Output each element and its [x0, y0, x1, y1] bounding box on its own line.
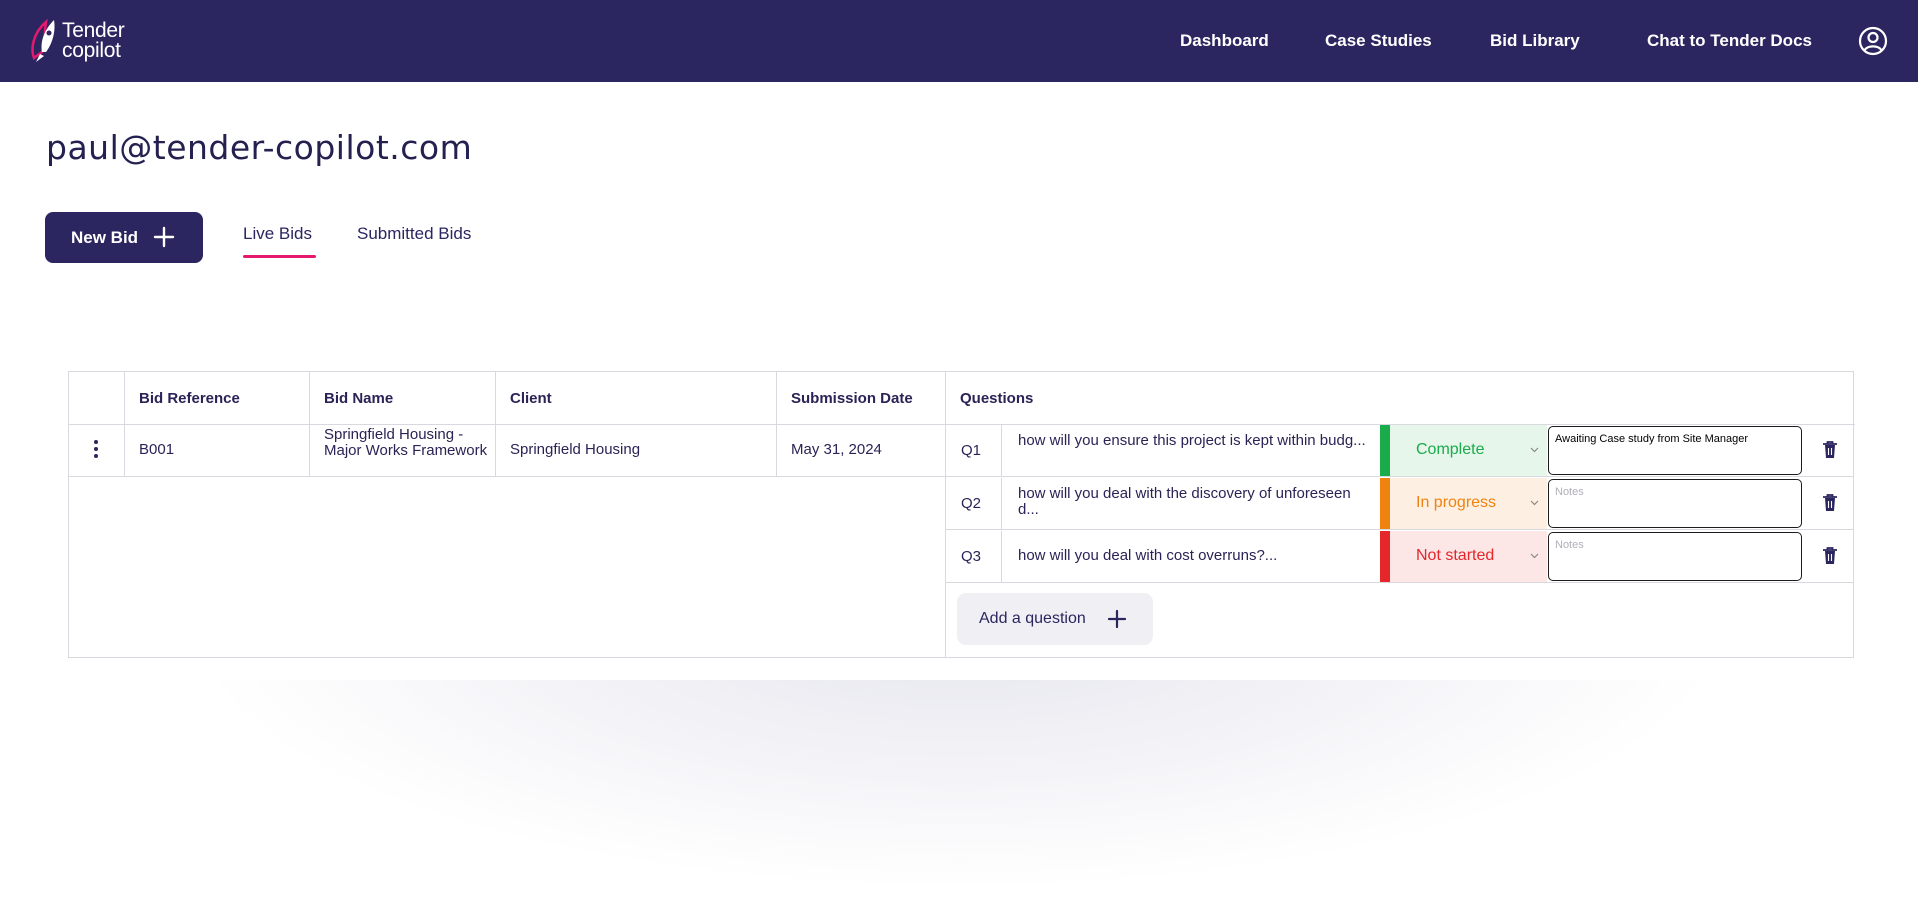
- question-row-q1: Q1 how will you ensure this project is k…: [946, 425, 1854, 477]
- question-text[interactable]: how will you deal with the discovery of …: [1018, 485, 1351, 518]
- status-indicator: [1380, 531, 1390, 582]
- nav-case-studies[interactable]: Case Studies: [1325, 31, 1432, 50]
- notes-field[interactable]: Notes: [1548, 532, 1802, 581]
- status-select[interactable]: Complete: [1390, 425, 1547, 476]
- nav-bid-library[interactable]: Bid Library: [1490, 31, 1580, 50]
- tab-submitted-bids[interactable]: Submitted Bids: [357, 224, 472, 243]
- notes-field[interactable]: Notes: [1548, 479, 1802, 528]
- chevron-down-icon: [1530, 447, 1539, 453]
- logo-line-2: copilot: [62, 39, 121, 62]
- question-row-q2: Q2 how will you deal with the discovery …: [946, 478, 1854, 530]
- delete-question-icon[interactable]: [1822, 546, 1838, 566]
- status-value: Not started: [1416, 547, 1495, 564]
- column-header-questions: Questions: [960, 390, 1034, 407]
- delete-question-icon[interactable]: [1822, 493, 1838, 513]
- bid-client: Springfield Housing: [510, 441, 641, 458]
- new-bid-button[interactable]: New Bid: [45, 212, 203, 263]
- question-id: Q1: [961, 442, 982, 459]
- logo-text: Tender copilot: [62, 19, 125, 62]
- nav-chat-to-tender-docs[interactable]: Chat to Tender Docs: [1647, 31, 1812, 50]
- notes-field[interactable]: Awaiting Case study from Site Manager: [1548, 426, 1802, 475]
- status-value: In progress: [1416, 494, 1497, 511]
- question-id: Q3: [961, 548, 982, 565]
- tender-copilot-logo[interactable]: Tender copilot: [28, 17, 125, 65]
- status-indicator: [1380, 425, 1390, 476]
- bid-name[interactable]: Springfield Housing - Major Works Framew…: [324, 426, 488, 459]
- status-value: Complete: [1416, 441, 1485, 458]
- user-email-heading: paul@tender-copilot.com: [46, 128, 473, 167]
- status-select[interactable]: Not started: [1390, 531, 1547, 582]
- tab-live-bids[interactable]: Live Bids: [243, 224, 312, 243]
- user-account-icon[interactable]: [1858, 26, 1888, 56]
- rocket-logo-icon: [31, 18, 55, 62]
- new-bid-label: New Bid: [71, 227, 139, 247]
- delete-question-icon[interactable]: [1822, 440, 1838, 460]
- column-header-client[interactable]: Client: [510, 390, 552, 407]
- column-header-bid-name[interactable]: Bid Name: [324, 390, 394, 407]
- question-text[interactable]: how will you ensure this project is kept…: [1018, 432, 1366, 449]
- top-navigation-bar: Tender copilot Dashboard Case Studies Bi…: [0, 0, 1918, 82]
- add-question-button[interactable]: Add a question: [957, 593, 1153, 645]
- bid-reference: B001: [139, 441, 175, 458]
- status-indicator: [1380, 478, 1390, 529]
- logo-line-1: Tender: [62, 19, 125, 42]
- add-question-label: Add a question: [979, 610, 1086, 627]
- chevron-down-icon: [1530, 553, 1539, 559]
- chevron-down-icon: [1530, 500, 1539, 506]
- status-select[interactable]: In progress: [1390, 478, 1547, 529]
- row-menu-icon[interactable]: [93, 440, 99, 462]
- column-header-submission-date[interactable]: Submission Date: [791, 390, 913, 407]
- plus-icon: [153, 226, 175, 248]
- active-tab-indicator: [243, 255, 316, 258]
- submission-date: May 31, 2024: [791, 441, 882, 458]
- nav-dashboard[interactable]: Dashboard: [1180, 31, 1269, 50]
- column-header-bid-reference[interactable]: Bid Reference: [139, 390, 240, 407]
- live-bids-table: Bid Reference Bid Name Client Submission…: [68, 371, 1855, 658]
- question-text[interactable]: how will you deal with cost overruns?...: [1018, 547, 1278, 564]
- question-id: Q2: [961, 495, 982, 512]
- question-row-q3: Q3 how will you deal with cost overruns?…: [946, 531, 1854, 583]
- plus-icon: [1107, 609, 1127, 629]
